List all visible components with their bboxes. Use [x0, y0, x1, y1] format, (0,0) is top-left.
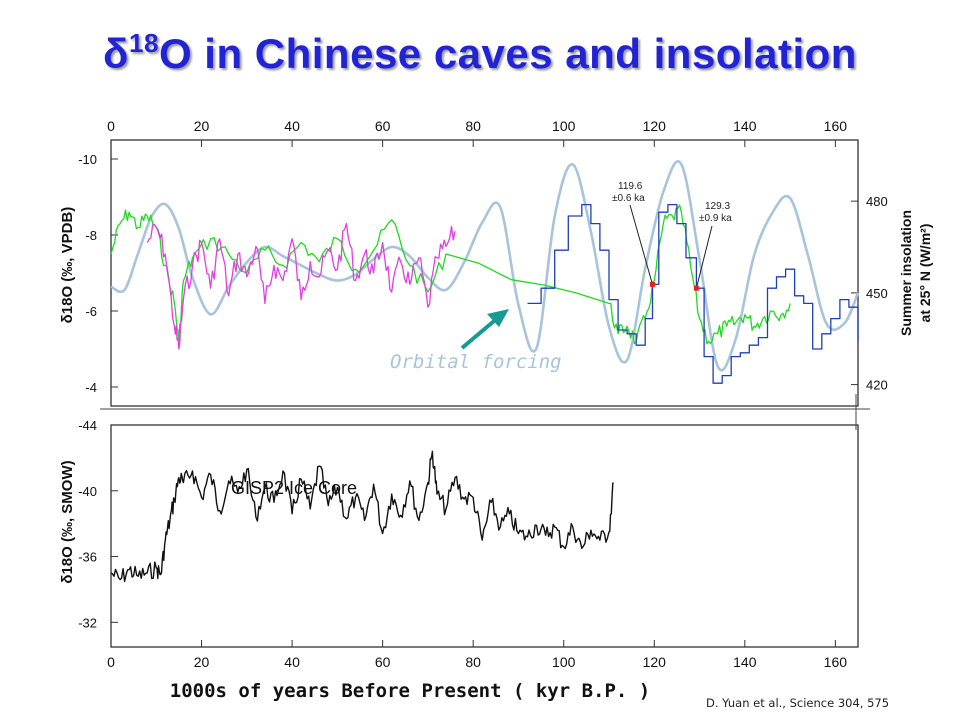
- top-x-tick-label: 100: [552, 118, 576, 134]
- bottom-y-tick-label: -44: [78, 418, 97, 433]
- bottom-y-tick-label: -36: [78, 550, 97, 565]
- top-x-tick-label: 20: [194, 118, 210, 134]
- bottom-axes: 0 20 40 60 80 100 120 140 160 -32 -36 -40 -44: [78, 418, 847, 670]
- series-line-hulu: [110, 204, 791, 345]
- annotation-129-marker: [693, 285, 699, 291]
- orbital-forcing-label: Orbital forcing: [390, 351, 562, 373]
- annotation-129-leader: [695, 225, 713, 289]
- orbital-forcing-arrow-head: [487, 309, 509, 327]
- top-panel-frame: [110, 139, 859, 407]
- top-x-tick-label: 60: [375, 118, 391, 134]
- bottom-x-tick-label: 20: [194, 654, 210, 670]
- series-line-insolation: [110, 160, 860, 372]
- x-axis-label: 1000s of years Before Present ( kyr B.P.…: [169, 680, 651, 702]
- annotation-119-error: ±0.6 ka: [612, 193, 645, 204]
- bottom-x-tick-label: 80: [465, 654, 481, 670]
- right-y-tick-label: 450: [866, 286, 888, 301]
- annotation-119-leader: [629, 204, 653, 285]
- top-left-y-tick-label: -10: [78, 152, 97, 167]
- annotation-119-value: 119.6: [618, 181, 643, 192]
- bottom-x-tick-label: 60: [375, 654, 391, 670]
- title-text: O in Chinese caves and insolation: [158, 30, 857, 77]
- right-y-tick-label: 480: [866, 194, 888, 209]
- right-y-tick-label: 420: [866, 378, 888, 393]
- top-x-tick-label: 40: [284, 118, 300, 134]
- slide-title: δ18O in Chinese caves and insolation: [0, 28, 960, 78]
- top-left-y-tick-label: -6: [85, 304, 97, 319]
- gisp2-series-label: GISP2 Ice Core: [231, 478, 357, 498]
- top-left-axis-label: δ18O (‰, VPDB): [59, 207, 76, 324]
- bottom-x-tick-label: 40: [284, 654, 300, 670]
- top-x-tick-label: 80: [465, 118, 481, 134]
- bottom-y-tick-label: -32: [78, 615, 97, 630]
- bottom-x-tick-label: 100: [552, 654, 576, 670]
- top-left-y-tick-label: -8: [85, 228, 97, 243]
- right-axis-label-line1: Summer insolation: [898, 210, 914, 336]
- annotation-119-marker: [649, 281, 655, 287]
- bottom-x-tick-label: 160: [824, 654, 848, 670]
- annotations-group: 119.6 ±0.6 ka 129.3 ±0.9 ka Orbital forc…: [231, 181, 732, 498]
- bottom-x-tick-label: 120: [643, 654, 667, 670]
- series-line-gisp2: [110, 450, 614, 583]
- bottom-panel-frame: [110, 424, 859, 648]
- top-x-tick-label: 140: [733, 118, 757, 134]
- bottom-y-tick-label: -40: [78, 484, 97, 499]
- orbital-forcing-arrow-shaft: [460, 314, 502, 350]
- bottom-x-tick-label: 0: [107, 654, 115, 670]
- top-axes: 0 20 40 60 80 100 120 140 160 -10 -8 -6 -4 420 450 480: [78, 118, 888, 395]
- top-left-y-tick-label: -4: [85, 380, 97, 395]
- series-line-sanbao: [527, 203, 859, 384]
- right-axis-label-line2: at 25° N (W/m²): [917, 224, 933, 323]
- top-x-tick-label: 120: [643, 118, 667, 134]
- bottom-series-group: [110, 450, 614, 583]
- citation: D. Yuan et al., Science 304, 575: [706, 696, 890, 710]
- annotation-129-error: ±0.9 ka: [699, 213, 732, 224]
- bottom-left-axis-label: δ18O (‰, SMOW): [59, 460, 76, 583]
- top-x-tick-label: 160: [824, 118, 848, 134]
- title-superscript: 18: [129, 28, 159, 58]
- top-series-group: [110, 160, 860, 384]
- series-line-dongge: [146, 222, 456, 350]
- bottom-x-tick-label: 140: [733, 654, 757, 670]
- annotation-129-value: 129.3: [705, 201, 730, 212]
- top-x-tick-label: 0: [107, 118, 115, 134]
- title-delta: δ: [103, 30, 130, 77]
